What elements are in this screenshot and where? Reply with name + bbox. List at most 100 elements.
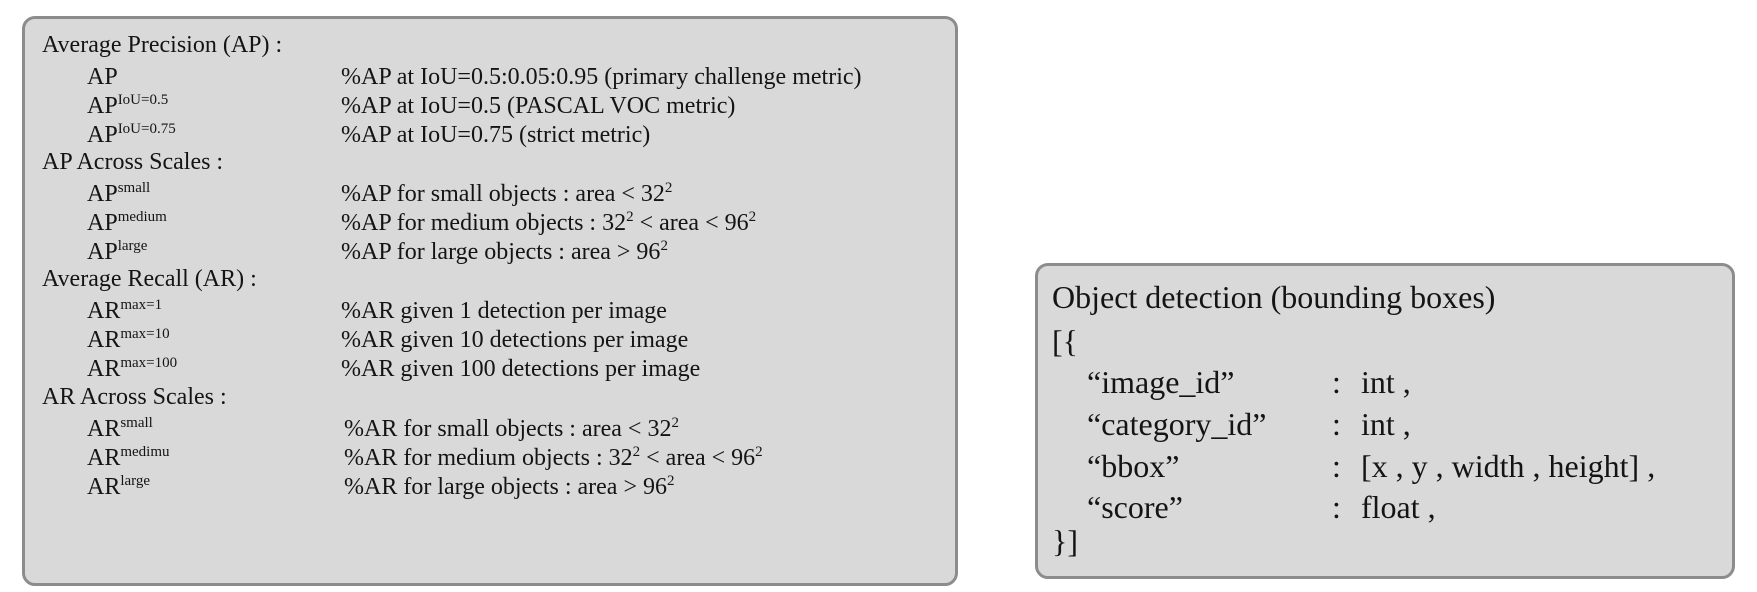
metric-name: ARmax=100: [87, 355, 177, 383]
exponent: 2: [671, 415, 679, 431]
metric-superscript: small: [117, 180, 151, 196]
metric-description: %AR for medium objects : 322 < area < 96…: [344, 444, 763, 472]
metric-base: AR: [87, 356, 121, 382]
metric-row: APlarge %AP for large objects : area > 96…: [25, 238, 955, 268]
metric-row: ARmax=1 %AR given 1 detection per image: [25, 297, 955, 327]
metric-base: AP: [87, 93, 118, 119]
section-ar-across-scales-title: AR Across Scales :: [42, 384, 227, 410]
metric-description: %AP for large objects : area > 962: [341, 238, 668, 266]
metric-row: ARsmall %AR for small objects : area < 32…: [25, 415, 955, 445]
metric-name: ARmax=10: [87, 326, 170, 354]
exponent: 2: [664, 180, 673, 196]
exponent: 2: [748, 209, 757, 225]
metric-row: ARlarge %AR for large objects : area > 96…: [25, 473, 955, 503]
metric-base: AR: [87, 416, 121, 442]
section-average-precision-title: Average Precision (AP) :: [42, 32, 283, 58]
field-type: [x , y , width , height] ,: [1361, 448, 1656, 484]
metric-base: AP: [87, 64, 118, 90]
description-text: %AR for large objects : area > 96: [344, 474, 667, 500]
metric-description: %AP at IoU=0.75 (strict metric): [341, 122, 651, 148]
format-field-row: “image_id”: int ,: [1038, 363, 1732, 403]
metric-superscript: medium: [117, 209, 167, 225]
metric-description: %AR given 100 detections per image: [341, 356, 701, 382]
format-field-row: “bbox”: [x , y , width , height] ,: [1038, 447, 1732, 487]
field-key: “category_id”: [1087, 406, 1267, 442]
exponent: 2: [660, 238, 668, 254]
description-text: %AR for medium objects : 32: [344, 445, 633, 471]
metric-superscript: large: [120, 473, 151, 489]
field-key: “score”: [1087, 489, 1183, 525]
format-title: Object detection (bounding boxes): [1052, 279, 1496, 315]
metric-name: APIoU=0.5: [87, 92, 168, 120]
evaluation-metrics-panel: Average Precision (AP) : AP %AP at IoU=0.5…: [22, 16, 958, 586]
metric-superscript: IoU=0.75: [117, 121, 176, 137]
metric-superscript: large: [117, 238, 148, 254]
metric-description: %AR given 1 detection per image: [341, 298, 667, 324]
metric-name: ARmax=1: [87, 297, 162, 325]
metric-superscript: max=1: [120, 297, 163, 313]
metric-base: AP: [87, 122, 118, 148]
format-open-bracket: [{: [1052, 323, 1079, 359]
metric-superscript: IoU=0.5: [117, 92, 169, 108]
metric-base: AR: [87, 298, 121, 324]
field-type: int ,: [1361, 406, 1411, 442]
metric-name: APmedium: [87, 209, 167, 237]
metric-description: %AP for small objects : area < 322: [341, 180, 672, 208]
metric-row: APsmall %AP for small objects : area < 32…: [25, 180, 955, 210]
description-text: %AR for small objects : area < 32: [344, 416, 672, 442]
metric-base: AP: [87, 181, 118, 207]
metric-name: ARsmall: [87, 415, 153, 443]
metric-name: ARlarge: [87, 473, 150, 501]
metric-description: %AR for large objects : area > 962: [344, 473, 674, 501]
field-type: int ,: [1361, 364, 1411, 400]
metric-superscript: max=100: [120, 355, 178, 371]
metric-name: AP: [87, 63, 118, 91]
metric-row: APIoU=0.75 %AP at IoU=0.75 (strict metric…: [25, 121, 955, 151]
description-text: %AP for small objects : area < 32: [341, 181, 665, 207]
exponent: 2: [626, 209, 634, 225]
format-close-bracket: }]: [1052, 523, 1079, 559]
section-average-recall-title: Average Recall (AR) :: [42, 266, 257, 292]
metric-name: APsmall: [87, 180, 150, 208]
metric-base: AR: [87, 327, 121, 353]
description-text: %AP for large objects : area > 96: [341, 239, 661, 265]
metric-name: APlarge: [87, 238, 147, 266]
metric-row: AP %AP at IoU=0.5:0.05:0.95 (primary chal…: [25, 63, 955, 93]
results-format-panel: Object detection (bounding boxes) [{ }] …: [1035, 263, 1735, 579]
exponent: 2: [666, 473, 675, 489]
description-text: %AP for medium objects : 32: [341, 210, 627, 236]
metric-description: %AP for medium objects : 322 < area < 96…: [341, 209, 756, 237]
metric-row: ARmax=10 %AR given 10 detections per imag…: [25, 326, 955, 356]
metric-base: AP: [87, 210, 118, 236]
format-field-row: “category_id”: int ,: [1038, 405, 1732, 445]
field-type: float ,: [1361, 489, 1436, 525]
metric-row: APIoU=0.5 %AP at IoU=0.5 (PASCAL VOC metr…: [25, 92, 955, 122]
metric-base: AP: [87, 239, 118, 265]
description-text: < area < 96: [633, 210, 749, 236]
field-key: “bbox”: [1087, 448, 1180, 484]
field-colon: :: [1332, 406, 1341, 442]
metric-row: APmedium %AP for medium objects : 322 < a…: [25, 209, 955, 239]
field-colon: :: [1332, 448, 1341, 484]
metric-base: AR: [87, 445, 121, 471]
metric-row: ARmedimu %AR for medium objects : 322 < a…: [25, 444, 955, 474]
exponent: 2: [632, 444, 641, 460]
field-colon: :: [1332, 364, 1341, 400]
metric-description: %AP at IoU=0.5 (PASCAL VOC metric): [341, 93, 736, 119]
metric-description: %AR given 10 detections per image: [341, 327, 689, 353]
metric-name: ARmedimu: [87, 444, 170, 472]
format-field-row: “score”: float ,: [1038, 488, 1732, 528]
metric-superscript: max=10: [120, 326, 170, 342]
metric-name: APIoU=0.75: [87, 121, 176, 149]
metric-description: %AR for small objects : area < 322: [344, 415, 679, 443]
field-key: “image_id”: [1087, 364, 1235, 400]
metric-description: %AP at IoU=0.5:0.05:0.95 (primary challe…: [341, 64, 862, 90]
field-colon: :: [1332, 489, 1341, 525]
metric-superscript: medimu: [120, 444, 170, 460]
section-ap-across-scales-title: AP Across Scales :: [42, 149, 224, 175]
metric-row: ARmax=100 %AR given 100 detections per im…: [25, 355, 955, 385]
description-text: < area < 96: [640, 445, 756, 471]
metric-base: AR: [87, 474, 121, 500]
exponent: 2: [755, 444, 763, 460]
metric-superscript: small: [120, 415, 153, 431]
